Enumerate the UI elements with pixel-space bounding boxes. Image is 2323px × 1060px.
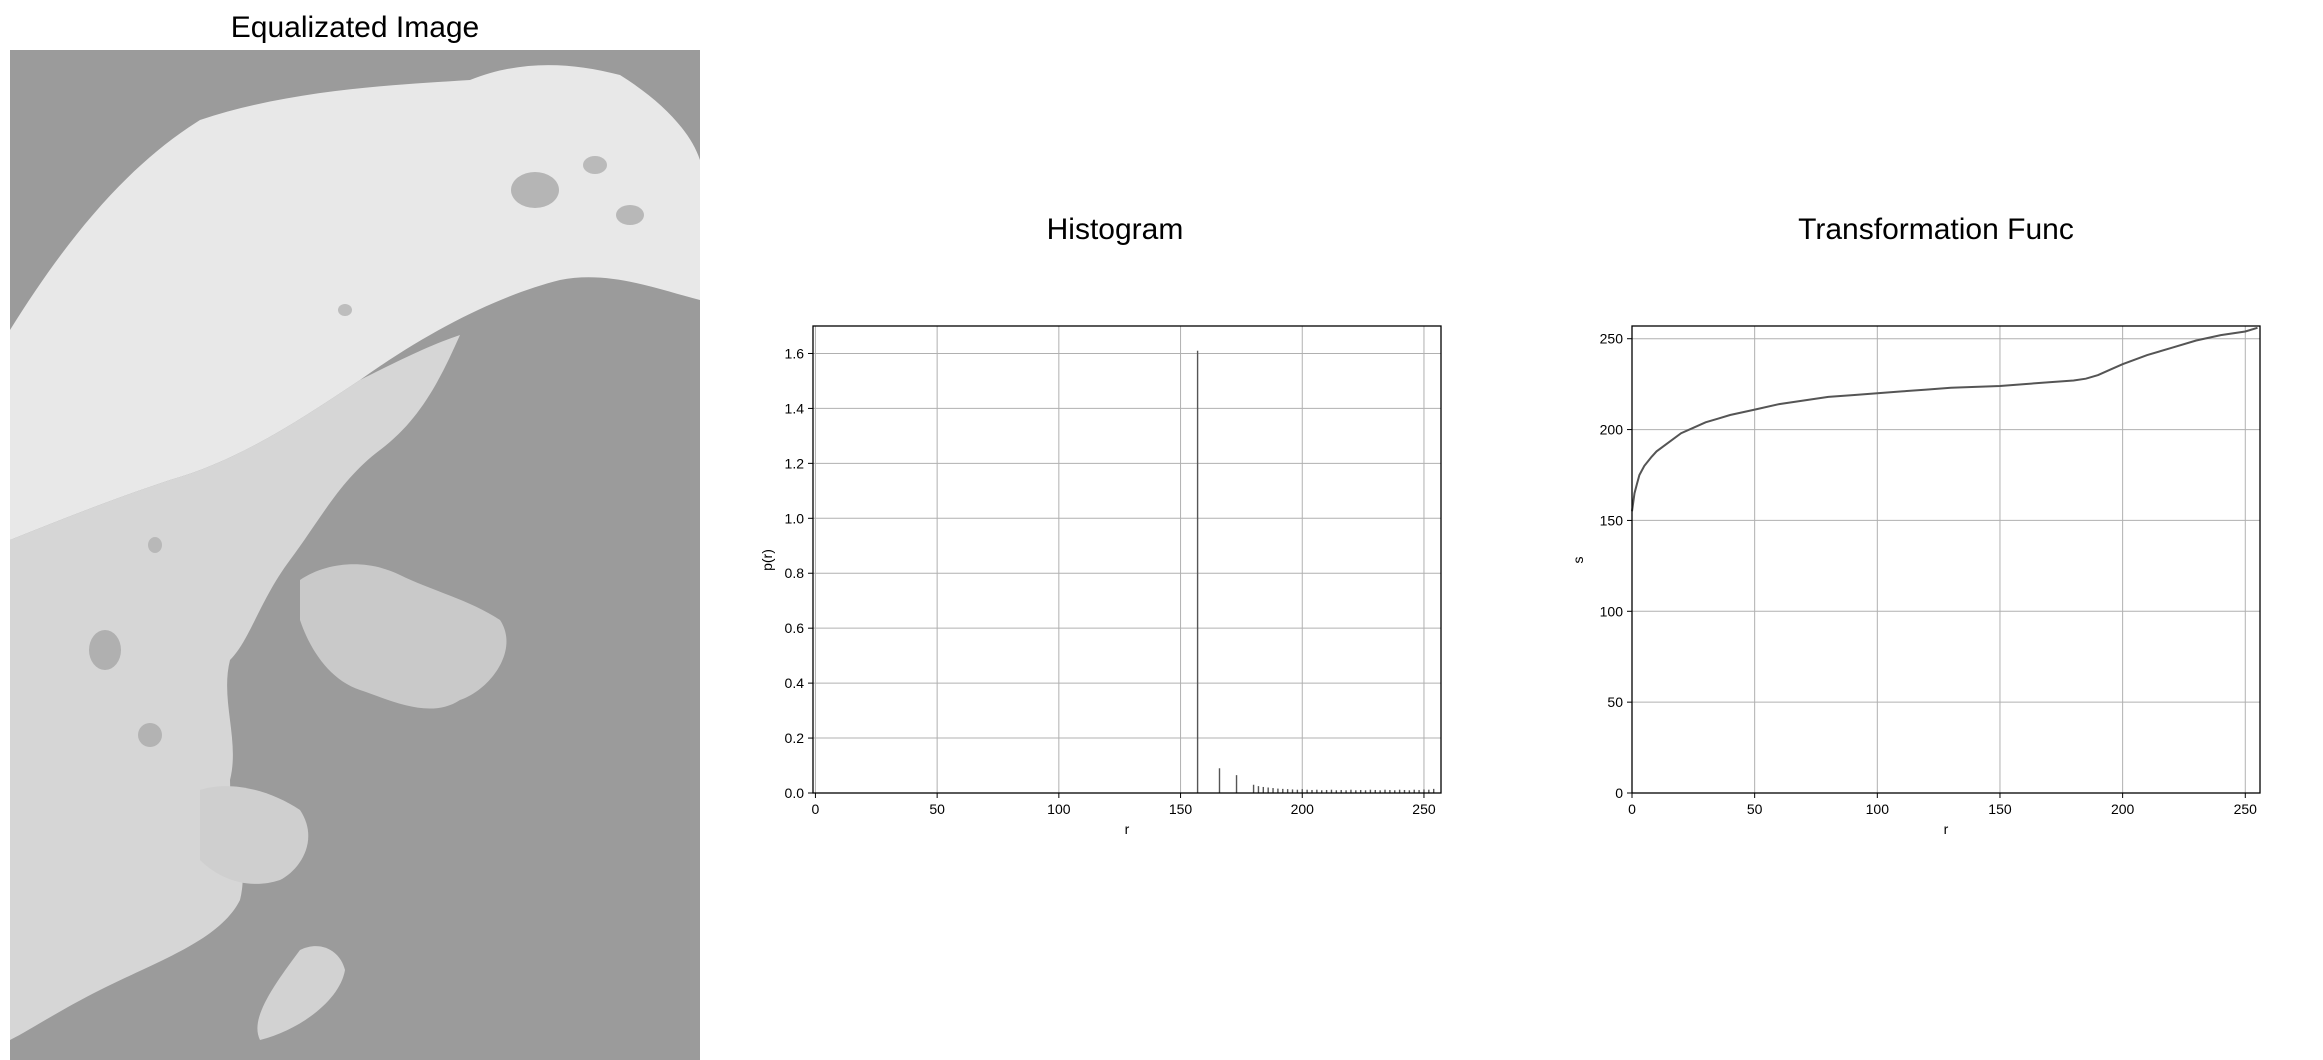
histogram-bar [1311, 789, 1313, 793]
histogram-bar [1369, 789, 1372, 793]
histogram-bar [1384, 789, 1386, 793]
histogram-bar [1374, 789, 1376, 793]
histogram-bar [1428, 789, 1430, 793]
y-tick-label: 0.2 [785, 730, 805, 746]
histogram-bar [1394, 790, 1396, 793]
transformation-plot-frame [1631, 325, 2261, 794]
histogram-bar [1413, 789, 1415, 793]
moon-lit-surface [10, 335, 460, 1040]
x-tick-label: 50 [1747, 801, 1763, 817]
x-tick-label: 0 [1628, 801, 1636, 817]
histogram-y-ticks: 0.0 0.2 0.4 0.6 0.8 1.0 1.2 1.4 1.6 [785, 345, 813, 801]
x-tick-label: 150 [1169, 801, 1193, 817]
histogram-bar [1389, 789, 1391, 793]
histogram-bar [1325, 789, 1328, 793]
y-tick-label: 0.6 [785, 620, 805, 636]
histogram-y-axis-label: p(r) [759, 549, 775, 571]
histogram-bar [1321, 790, 1323, 793]
histogram-x-ticks: 0 50 100 150 200 250 [812, 793, 1436, 817]
y-tick-label: 0.0 [785, 785, 805, 801]
crater [148, 537, 162, 553]
x-tick-label: 50 [929, 801, 945, 817]
histogram-bar [1252, 784, 1255, 793]
x-tick-label: 200 [2111, 801, 2135, 817]
histogram-bar [1267, 787, 1269, 793]
histogram-bar [1235, 775, 1238, 793]
x-tick-label: 100 [1047, 801, 1071, 817]
crater [138, 723, 162, 747]
histogram-bar [1282, 788, 1284, 793]
crater [583, 156, 607, 174]
y-tick-label: 250 [1600, 331, 1624, 347]
x-tick-label: 200 [1291, 801, 1315, 817]
histogram-bar [1398, 789, 1401, 793]
histogram-bar [1218, 768, 1221, 793]
crater [338, 304, 352, 316]
image-panel: Equalizated Image [10, 11, 700, 1060]
y-tick-label: 0.4 [785, 675, 805, 691]
histogram-bar [1272, 788, 1274, 793]
histogram-bar [1408, 790, 1411, 793]
histogram-bar [1418, 789, 1420, 793]
histogram-bar [1340, 789, 1342, 793]
histogram-bar [1364, 790, 1367, 793]
crater [89, 630, 121, 670]
histogram-bar [1355, 790, 1357, 793]
transformation-y-ticks: 0 50 100 150 200 250 [1600, 331, 1632, 801]
transformation-x-axis-label: r [1944, 821, 1949, 837]
y-tick-label: 0 [1615, 785, 1623, 801]
histogram-bar [1432, 788, 1435, 793]
x-tick-label: 100 [1866, 801, 1890, 817]
histogram-x-axis-label: r [1125, 821, 1130, 837]
moon-bottom-ridge [257, 946, 345, 1040]
y-tick-label: 0.8 [785, 565, 805, 581]
histogram-plot-frame [812, 325, 1442, 794]
histogram-chart: Histogram 0 50 100 150 200 250 0.00.20.40.60.… [759, 213, 1442, 837]
transformation-chart: Transformation Func 0 50 100 150 200 250 0 50 1… [1570, 213, 2261, 837]
histogram-bar [1330, 789, 1333, 793]
histogram-bar [1345, 790, 1347, 793]
histogram-bar [1301, 789, 1303, 793]
histogram-bar [1316, 789, 1318, 793]
crater [511, 172, 559, 208]
histogram-bar [1350, 789, 1352, 793]
crater [616, 205, 644, 225]
histogram-bar [1403, 789, 1406, 793]
histogram-bar [1291, 789, 1294, 793]
histogram-bar [1296, 789, 1299, 793]
image-panel-title: Equalizated Image [231, 11, 480, 44]
transformation-curve [1631, 326, 2258, 512]
histogram-title: Histogram [1047, 213, 1184, 246]
histogram-bar [1286, 789, 1289, 793]
y-tick-label: 1.4 [785, 400, 805, 416]
x-tick-label: 0 [812, 801, 820, 817]
histogram-bar [1196, 350, 1199, 793]
y-tick-label: 100 [1600, 603, 1624, 619]
histogram-bar [1262, 786, 1265, 793]
histogram-bar [1379, 790, 1381, 793]
y-tick-label: 150 [1600, 512, 1624, 528]
x-tick-label: 150 [1988, 801, 2012, 817]
histogram-bar [1277, 788, 1279, 793]
transformation-title: Transformation Func [1798, 213, 2074, 246]
histogram-bar [1423, 789, 1425, 793]
transformation-y-axis-label: s [1570, 557, 1586, 564]
moon-terrain-patch [300, 564, 507, 709]
histogram-bar [1335, 790, 1338, 793]
x-tick-label: 250 [1412, 801, 1436, 817]
histogram-bar [1306, 789, 1308, 793]
transformation-x-ticks: 0 50 100 150 200 250 [1628, 793, 2257, 817]
histogram-bar [1359, 789, 1362, 793]
y-tick-label: 200 [1600, 422, 1624, 438]
y-tick-label: 50 [1607, 694, 1623, 710]
moon-lower-ridge [200, 786, 309, 884]
histogram-bar [1257, 786, 1260, 793]
y-tick-label: 1.0 [785, 510, 805, 526]
histogram-bars [1196, 350, 1435, 793]
y-tick-label: 1.2 [785, 455, 805, 471]
y-tick-label: 1.6 [785, 345, 805, 361]
x-tick-label: 250 [2234, 801, 2258, 817]
